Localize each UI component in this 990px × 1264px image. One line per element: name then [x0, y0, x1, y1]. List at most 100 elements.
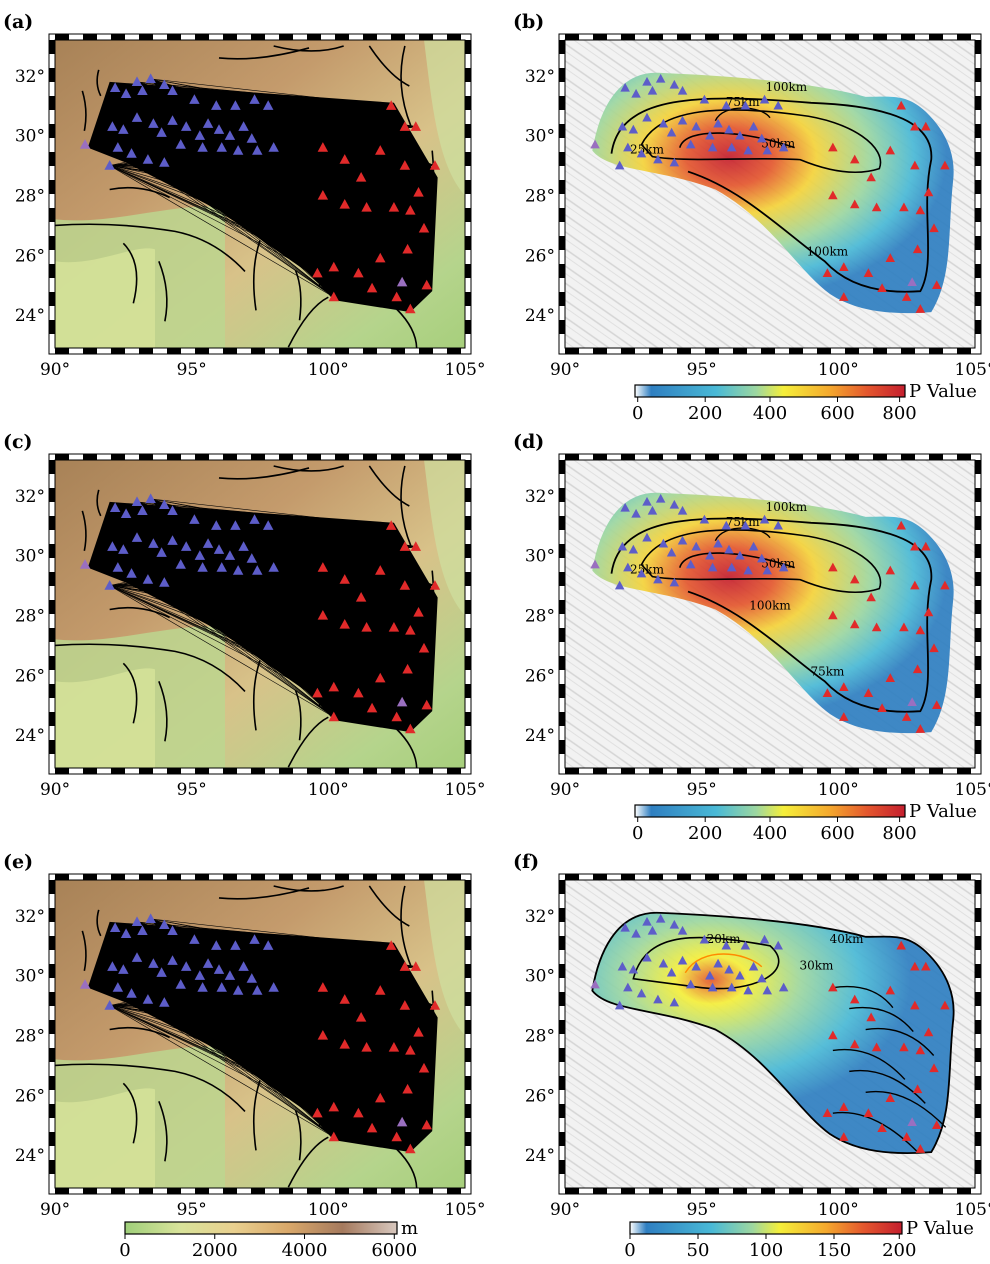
east-station — [410, 541, 422, 551]
frame-tick — [621, 34, 635, 40]
west-station — [249, 94, 260, 104]
frame-tick — [957, 874, 971, 880]
lat-tick-label: 32° — [15, 907, 45, 927]
east-station — [877, 703, 887, 712]
east-station — [923, 607, 934, 617]
east-station — [915, 1144, 926, 1153]
east-station — [839, 682, 849, 692]
frame-tick — [621, 874, 635, 880]
lon-tick-label: 105° — [445, 780, 486, 800]
west-station — [249, 934, 260, 944]
frame-tick — [167, 1188, 181, 1194]
frame-tick — [49, 488, 55, 502]
west-station — [148, 958, 159, 968]
contour-line — [640, 529, 882, 594]
west-station — [104, 1000, 115, 1010]
east-station — [339, 1038, 350, 1049]
lat-tick-label: 26° — [525, 246, 555, 266]
frame-tick — [307, 454, 321, 460]
frame-tick — [391, 874, 405, 880]
contour-line — [679, 552, 795, 569]
panel-border — [54, 459, 466, 769]
contour-line — [632, 936, 780, 990]
west-station — [669, 919, 680, 929]
map-panel: 40km 30km 20km 90° 95° 100° 105° 32° 30° 28° 26° 24… — [513, 851, 990, 1220]
colorbar-tick-label: 200 — [688, 823, 722, 844]
frame-tick — [307, 1188, 321, 1194]
frame-tick — [975, 1076, 981, 1090]
east-station — [339, 198, 350, 209]
frame-tick — [195, 454, 209, 460]
west-station — [743, 985, 753, 995]
frame-tick — [975, 628, 981, 642]
lat-tick-label: 24° — [525, 726, 555, 746]
west-station — [726, 562, 737, 572]
frame-tick — [789, 348, 803, 354]
frame-tick — [677, 454, 691, 460]
frame-tick — [559, 992, 565, 1006]
ray-path — [109, 165, 334, 298]
frame-tick — [111, 1188, 125, 1194]
frame-tick — [465, 712, 471, 726]
frame-tick — [363, 454, 377, 460]
west-station — [230, 100, 241, 110]
east-station — [388, 1041, 400, 1052]
frame-tick — [559, 740, 565, 754]
west-station — [224, 130, 236, 140]
west-station — [691, 961, 701, 971]
west-station — [691, 121, 701, 131]
frame-tick — [111, 768, 125, 774]
colorbar-ramp — [634, 804, 906, 818]
frame-tick — [279, 34, 293, 40]
frame-tick — [901, 1188, 915, 1194]
frame-tick — [559, 628, 565, 642]
east-station — [405, 723, 416, 734]
fault-line — [252, 660, 261, 731]
west-station — [623, 562, 633, 572]
frame-tick — [465, 656, 471, 670]
frame-tick — [465, 152, 471, 166]
west-station — [167, 115, 178, 125]
frame-tick — [111, 874, 125, 880]
west-station — [252, 145, 263, 155]
frame-tick — [901, 768, 915, 774]
frame-tick — [621, 1188, 635, 1194]
fault-line — [396, 728, 418, 768]
ray-path — [109, 585, 318, 694]
frame-tick — [593, 768, 607, 774]
frame-tick — [789, 34, 803, 40]
west-station — [126, 988, 137, 998]
east-station — [402, 1083, 413, 1094]
frame-tick — [677, 34, 691, 40]
east-station — [405, 303, 416, 314]
west-station — [773, 940, 783, 950]
frame-tick — [975, 600, 981, 614]
west-station — [202, 958, 214, 968]
eastern-basin — [424, 460, 465, 616]
frame-tick — [465, 1132, 471, 1146]
colorbar-unit: P Value — [909, 381, 977, 402]
fault-line — [294, 1109, 302, 1161]
frame-tick — [789, 874, 803, 880]
frame-tick — [391, 34, 405, 40]
special-station — [396, 276, 408, 287]
west-station — [669, 997, 680, 1007]
frame-tick — [307, 768, 321, 774]
east-station — [339, 994, 350, 1004]
west-station — [773, 520, 783, 530]
west-station — [238, 541, 249, 551]
west-station — [159, 157, 170, 167]
contour-label: 50km — [761, 557, 796, 571]
frame-tick — [677, 348, 691, 354]
east-station — [317, 609, 329, 620]
east-station — [849, 199, 860, 209]
frame-tick — [845, 874, 859, 880]
east-station — [355, 592, 367, 602]
lat-tick-label: 24° — [525, 306, 555, 326]
east-station — [871, 622, 882, 632]
west-station — [156, 967, 167, 977]
contour-line — [610, 517, 933, 713]
frame-tick — [845, 1188, 859, 1194]
